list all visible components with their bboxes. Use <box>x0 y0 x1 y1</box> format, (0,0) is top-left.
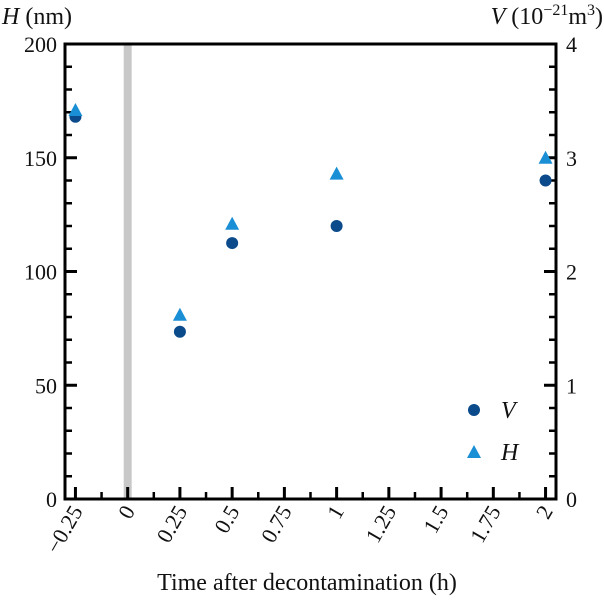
point-H <box>538 150 553 164</box>
y-left-tick-label: 0 <box>46 487 57 512</box>
point-H <box>172 307 187 321</box>
axis-ticks <box>65 42 556 501</box>
point-V <box>330 220 343 232</box>
legend-marker-H <box>467 445 481 458</box>
y-right-unit-prefix: (10 <box>511 4 543 30</box>
point-V <box>173 325 186 338</box>
y-left-tick-label: 100 <box>24 260 57 285</box>
x-tick-label: 0.5 <box>209 501 244 537</box>
y-axis-right-title: V (10−21m3) <box>491 2 603 30</box>
point-H <box>329 166 344 180</box>
y-right-tick-label: 2 <box>566 260 577 285</box>
y-right-unit-mid: m <box>568 4 587 30</box>
legend: VH <box>467 398 520 466</box>
band-rect <box>123 44 132 499</box>
y-right-unit-exp2: 3 <box>587 2 595 19</box>
point-H <box>68 102 83 116</box>
y-axis-left-title: H (nm) <box>1 4 72 30</box>
x-tick-label: 0.75 <box>256 501 297 547</box>
x-tick-label: 1.25 <box>360 501 401 547</box>
y-left-tick-label: 150 <box>24 146 57 171</box>
x-tick-label: 0.25 <box>151 501 192 547</box>
legend-label-V: V <box>501 398 518 424</box>
y-right-tick-label: 0 <box>566 487 577 512</box>
y-right-unit-exp: −21 <box>543 2 568 19</box>
y-left-tick-label: 50 <box>35 373 57 398</box>
point-H <box>225 216 240 230</box>
x-tick-label: 1.5 <box>418 501 453 537</box>
time-zero-band <box>123 44 132 499</box>
y-right-symbol: V <box>491 4 508 30</box>
x-axis-title: Time after decontamination (h) <box>157 570 457 596</box>
y-right-tick-label: 4 <box>566 32 577 57</box>
y-right-tick-label: 3 <box>566 146 577 171</box>
x-tick-label: 0 <box>113 501 140 523</box>
y-right-unit-suffix: ) <box>595 4 603 30</box>
x-tick-label: 2 <box>531 501 558 523</box>
x-tick-label: 1 <box>322 501 349 523</box>
plot-frame <box>63 42 558 501</box>
x-tick-label: 1.75 <box>465 501 506 547</box>
data-points <box>68 102 553 338</box>
frame-rect <box>63 42 558 501</box>
point-V <box>226 237 239 250</box>
point-V <box>539 174 552 187</box>
y-left-symbol: H <box>1 4 21 30</box>
y-left-tick-label: 200 <box>24 32 57 57</box>
y-left-unit: (nm) <box>25 4 72 30</box>
legend-marker-V <box>468 404 480 416</box>
legend-label-H: H <box>500 440 520 466</box>
y-right-tick-label: 1 <box>566 373 577 398</box>
